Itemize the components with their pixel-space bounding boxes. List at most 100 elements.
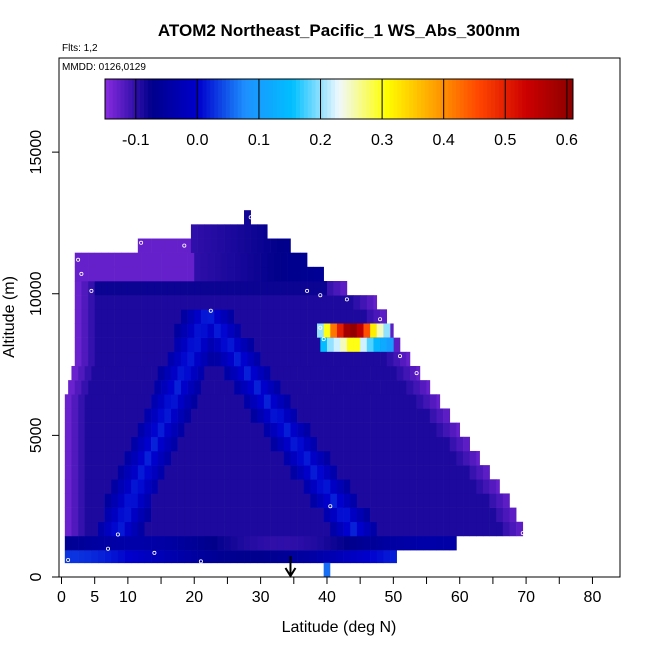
heatmap-cell	[204, 408, 212, 423]
heatmap-cell	[423, 450, 431, 466]
heatmap-cell	[101, 337, 109, 353]
heatmap-cell	[111, 550, 119, 564]
heatmap-cell	[88, 380, 95, 395]
heatmap-cell	[303, 493, 311, 508]
heatmap-cell	[390, 535, 397, 551]
heatmap-cell	[406, 380, 414, 395]
x-axis-label: Latitude (deg N)	[282, 619, 397, 636]
heatmap-cell	[234, 380, 241, 395]
heatmap-cell	[74, 295, 82, 310]
heatmap-cell	[247, 380, 255, 395]
colorbar-cell	[155, 79, 160, 119]
colorbar-cell	[448, 79, 453, 119]
heatmap-cell	[217, 394, 225, 409]
heatmap-cell	[147, 266, 155, 282]
heatmap-cell	[157, 394, 165, 409]
colorbar-frame	[104, 78, 574, 120]
heatmap-cell	[157, 422, 165, 438]
colorbar-cell	[569, 79, 574, 119]
heatmap-cell	[370, 422, 378, 438]
heatmap-cell	[257, 394, 265, 409]
heatmap-cell	[64, 408, 72, 423]
heatmap-cell	[104, 550, 112, 564]
heatmap-layer	[64, 210, 524, 577]
heatmap-cell	[111, 521, 119, 537]
heatmap-cell	[350, 408, 358, 423]
heatmap-cell	[353, 309, 361, 324]
heatmap-cell	[373, 295, 378, 310]
heatmap-cell	[230, 450, 238, 466]
heatmap-cell	[217, 422, 225, 438]
heatmap-cell	[253, 281, 261, 296]
colorbar-cell	[245, 79, 250, 119]
heatmap-cell	[336, 479, 344, 494]
heatmap-cell	[204, 465, 212, 480]
colorbar-cell	[112, 79, 118, 119]
heatmap-cell	[197, 465, 205, 480]
heatmap-cell	[91, 465, 99, 480]
heatmap-cell	[91, 535, 99, 551]
heatmap-cell	[429, 408, 437, 423]
heatmap-cell	[184, 365, 192, 381]
heatmap-cell	[343, 550, 351, 564]
heatmap-cell	[210, 535, 218, 551]
heatmap-cell	[121, 351, 129, 367]
heatmap-cell	[257, 365, 265, 381]
heatmap-cell	[114, 323, 122, 338]
heatmap-cell	[81, 309, 89, 324]
heatmap-cell	[151, 408, 159, 423]
heatmap-cell	[496, 521, 504, 537]
heatmap-cell	[124, 479, 132, 494]
heatmap-cell	[204, 224, 212, 239]
heatmap-cell	[366, 295, 374, 310]
heatmap-cell	[463, 493, 470, 508]
heatmap-cell	[307, 266, 315, 282]
heatmap-cell	[310, 479, 318, 494]
heatmap-cell	[78, 422, 86, 438]
heatmap-cell	[144, 465, 152, 480]
heatmap-cell	[210, 479, 218, 494]
heatmap-cell	[91, 550, 99, 564]
heatmap-cell	[363, 507, 371, 523]
heatmap-cell	[310, 465, 318, 480]
heatmap-cell	[217, 507, 225, 523]
heatmap-cell	[323, 507, 331, 523]
heatmap-cell	[270, 521, 278, 537]
heatmap-cell	[293, 252, 301, 268]
colorbar-cell	[315, 79, 320, 119]
heatmap-cell	[98, 465, 105, 480]
heatmap-cell	[253, 309, 261, 324]
heatmap-cell	[184, 507, 192, 523]
heatmap-cell	[273, 281, 281, 296]
colorbar-cell	[303, 79, 309, 119]
arrow-marker	[284, 556, 297, 578]
heatmap-cell	[207, 323, 215, 338]
heatmap-cell	[224, 479, 232, 494]
heatmap-cell	[154, 309, 162, 324]
colorbar-cell	[307, 79, 313, 119]
colorbar-cell	[374, 79, 379, 119]
heatmap-cell	[237, 493, 245, 508]
heatmap-cell	[164, 238, 172, 253]
heatmap-cell	[270, 238, 278, 253]
heatmap-cell	[91, 521, 99, 537]
colorbar-cell	[120, 79, 125, 119]
heatmap-cell	[456, 479, 464, 494]
heatmap-cell	[204, 365, 212, 381]
heatmap-cell	[303, 465, 311, 480]
heatmap-cell	[320, 380, 328, 395]
colorbar-cell	[159, 79, 164, 119]
heatmap-cell	[247, 309, 255, 324]
heatmap-cell	[336, 507, 344, 523]
colorbar-tick-label: 0.1	[248, 132, 270, 149]
heatmap-cell	[267, 309, 275, 324]
heatmap-cell	[194, 323, 202, 338]
colorbar-cell	[514, 79, 519, 119]
heatmap-cell	[167, 309, 175, 324]
heatmap-cell	[323, 422, 331, 438]
heatmap-cell	[180, 337, 188, 353]
heatmap-cell	[197, 408, 205, 423]
heatmap-cell	[350, 535, 358, 551]
heatmap-cell	[287, 295, 295, 310]
heatmap-cell	[396, 408, 404, 423]
